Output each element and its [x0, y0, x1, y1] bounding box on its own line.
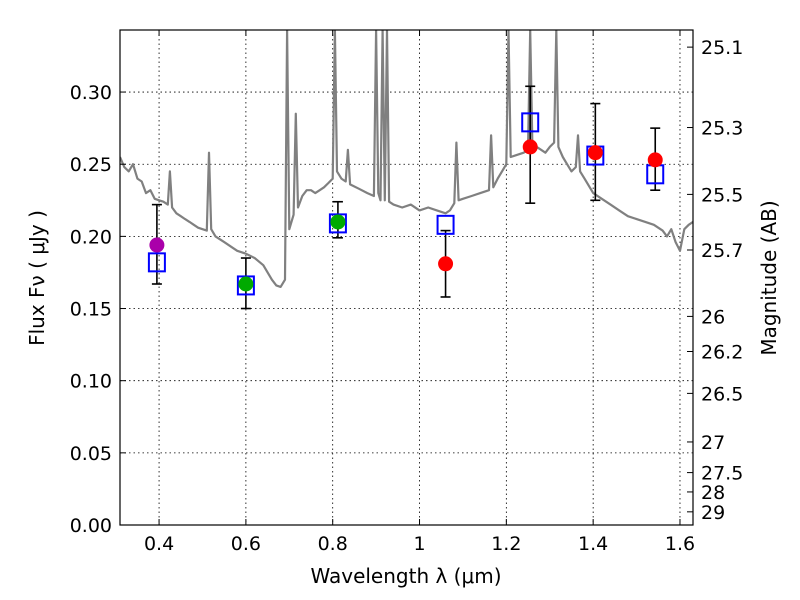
observed-point — [238, 276, 254, 292]
error-bars-group — [151, 85, 661, 310]
template-spectrum-group — [120, 30, 693, 288]
magnitude-tick-label: 26.2 — [701, 341, 743, 363]
x-tick-label: 1 — [413, 533, 425, 555]
observed-point — [438, 256, 454, 272]
y-tick-label: 0.05 — [70, 443, 112, 465]
y-tick-label: 0.30 — [70, 82, 112, 104]
y-tick-label: 0.10 — [70, 371, 112, 393]
magnitude-tick-label: 26 — [701, 306, 725, 328]
x-tick-label: 0.8 — [318, 533, 348, 555]
y-tick-label: 0.00 — [70, 515, 112, 537]
x-axis-label: Wavelength λ (μm) — [310, 564, 501, 588]
magnitude-tick-label: 28 — [701, 482, 725, 504]
model-points-group — [147, 112, 665, 296]
grid — [120, 30, 693, 526]
observed-points-group — [149, 139, 663, 292]
magnitude-tick-label: 25.3 — [701, 118, 743, 140]
magnitude-tick-label: 25.7 — [701, 240, 743, 262]
y-axis-label: Flux Fν ( μJy ) — [25, 210, 49, 346]
magnitude-tick-label: 27 — [701, 432, 725, 454]
y-tick-label: 0.25 — [70, 154, 112, 176]
plot-frame — [119, 29, 694, 526]
magnitude-tick-label: 25.5 — [701, 184, 743, 206]
observed-point — [330, 214, 346, 230]
model-point-square — [328, 213, 347, 234]
magnitude-axis-label: Magnitude (AB) — [757, 200, 781, 355]
y-tick-label: 0.20 — [70, 226, 112, 248]
x-tick-label: 1.2 — [491, 533, 521, 555]
model-point-square — [521, 112, 540, 133]
x-axis-ticks: 0.4 0.6 0.8 1 1.2 1.4 1.6 — [144, 30, 695, 555]
model-point-square — [436, 214, 455, 235]
y-axis-ticks: 0.00 0.05 0.10 0.15 0.20 0.25 0.30 — [70, 82, 126, 537]
model-point-square — [236, 275, 255, 296]
y-tick-label: 0.15 — [70, 299, 112, 321]
x-tick-label: 0.6 — [231, 533, 261, 555]
magnitude-tick-label: 25.1 — [701, 37, 743, 59]
x-tick-label: 1.4 — [578, 533, 608, 555]
observed-point — [149, 237, 165, 253]
model-point-square — [147, 252, 166, 273]
magnitude-tick-label: 27.5 — [701, 463, 743, 485]
template-spectrum-line — [120, 30, 693, 288]
observed-point — [587, 145, 603, 161]
magnitude-tick-label: 26.5 — [701, 383, 743, 405]
x-tick-label: 0.4 — [144, 533, 174, 555]
observed-point — [647, 152, 663, 168]
magnitude-tick-label: 29 — [701, 502, 725, 524]
observed-point — [522, 139, 538, 155]
x-tick-label: 1.6 — [665, 533, 695, 555]
